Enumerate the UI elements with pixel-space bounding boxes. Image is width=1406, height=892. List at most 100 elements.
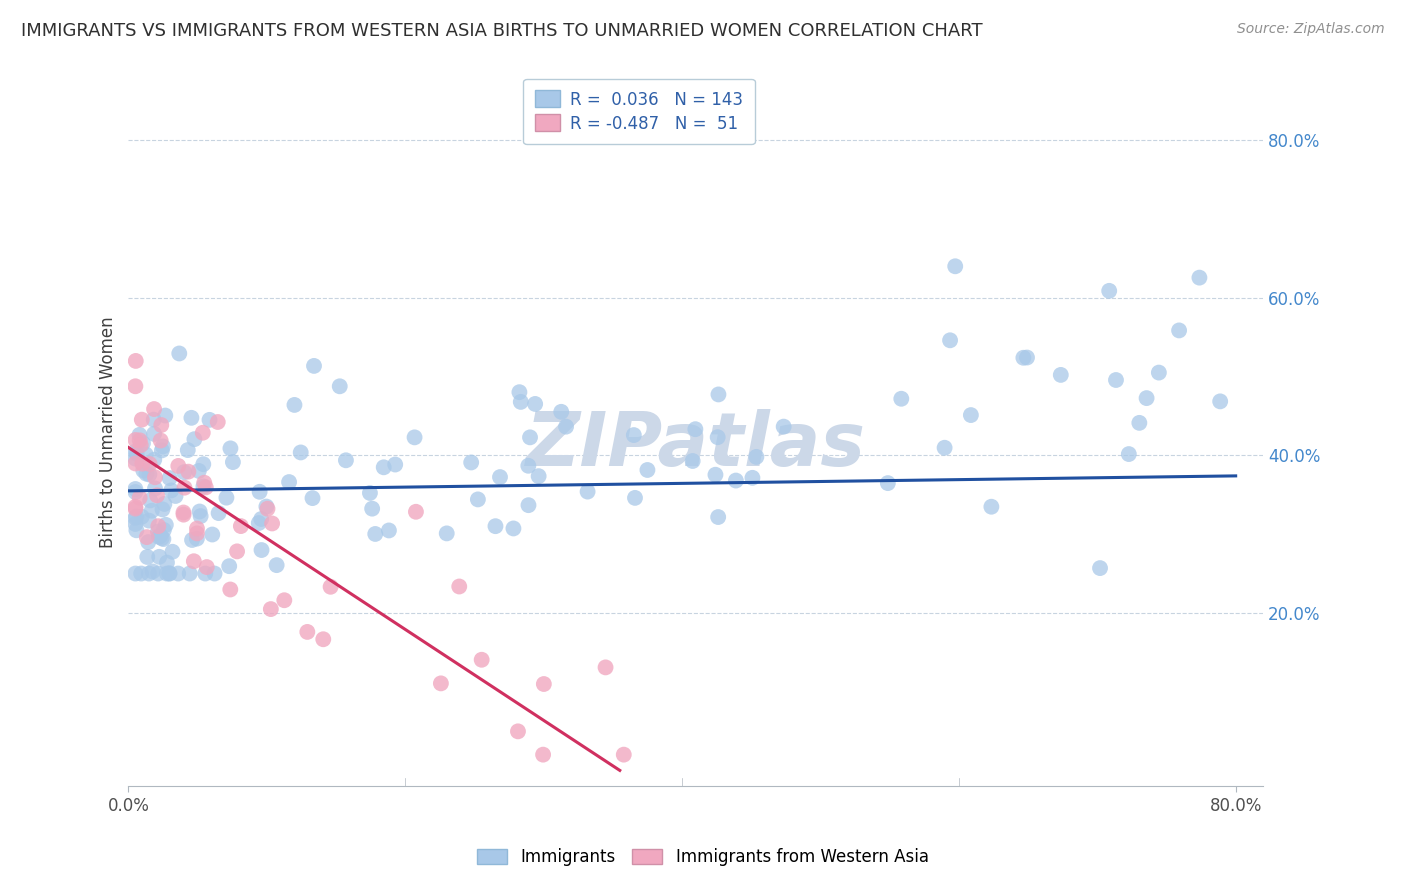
Point — [460, 455, 482, 469]
Point — [148, 549, 170, 564]
Point — [741, 471, 763, 485]
Point — [430, 676, 453, 690]
Point — [550, 405, 572, 419]
Point — [509, 395, 531, 409]
Point — [136, 549, 159, 564]
Point — [142, 565, 165, 579]
Point — [704, 467, 727, 482]
Point — [449, 580, 471, 594]
Point — [373, 460, 395, 475]
Point — [124, 379, 146, 393]
Point — [934, 441, 956, 455]
Point — [508, 385, 530, 400]
Point — [193, 475, 215, 490]
Point — [404, 430, 426, 444]
Point — [335, 453, 357, 467]
Point — [125, 354, 148, 368]
Point — [266, 558, 288, 573]
Point — [152, 532, 174, 546]
Point — [1105, 373, 1128, 387]
Text: ZIPatlas: ZIPatlas — [526, 409, 866, 483]
Point — [624, 491, 647, 505]
Point — [198, 413, 221, 427]
Point — [250, 543, 273, 558]
Point — [204, 566, 226, 581]
Text: Source: ZipAtlas.com: Source: ZipAtlas.com — [1237, 22, 1385, 37]
Point — [471, 653, 494, 667]
Point — [129, 566, 152, 581]
Point — [555, 419, 578, 434]
Point — [193, 479, 215, 493]
Point — [124, 444, 146, 458]
Point — [405, 505, 427, 519]
Point — [527, 469, 550, 483]
Point — [195, 560, 218, 574]
Point — [124, 516, 146, 531]
Point — [135, 467, 157, 481]
Point — [1049, 368, 1071, 382]
Point — [186, 532, 208, 546]
Point — [149, 434, 172, 448]
Point — [183, 432, 205, 446]
Point — [159, 566, 181, 581]
Point — [150, 417, 173, 432]
Point — [772, 419, 794, 434]
Point — [247, 516, 270, 530]
Point — [181, 533, 204, 547]
Point — [125, 523, 148, 537]
Point — [124, 500, 146, 514]
Point — [1098, 284, 1121, 298]
Point — [278, 475, 301, 489]
Point — [531, 747, 554, 762]
Point — [142, 412, 165, 426]
Point — [576, 484, 599, 499]
Point — [194, 566, 217, 581]
Point — [260, 602, 283, 616]
Point — [706, 430, 728, 444]
Point — [153, 497, 176, 511]
Point — [150, 531, 173, 545]
Point — [124, 511, 146, 525]
Point — [1128, 416, 1150, 430]
Point — [125, 447, 148, 461]
Point — [143, 426, 166, 441]
Point — [128, 491, 150, 505]
Point — [517, 498, 540, 512]
Point — [273, 593, 295, 607]
Point — [682, 454, 704, 468]
Point — [319, 580, 342, 594]
Point — [177, 443, 200, 458]
Point — [384, 458, 406, 472]
Point — [707, 387, 730, 401]
Point — [218, 559, 240, 574]
Point — [148, 530, 170, 544]
Point — [359, 486, 381, 500]
Point — [131, 509, 153, 524]
Point — [1188, 270, 1211, 285]
Point — [124, 433, 146, 447]
Point — [378, 524, 401, 538]
Point — [138, 457, 160, 471]
Point — [943, 260, 966, 274]
Point — [152, 502, 174, 516]
Point — [150, 443, 173, 458]
Point — [165, 489, 187, 503]
Point — [146, 524, 169, 539]
Point — [159, 566, 181, 581]
Point — [143, 470, 166, 484]
Point — [1118, 447, 1140, 461]
Y-axis label: Births to Unmarried Women: Births to Unmarried Women — [100, 316, 117, 548]
Point — [436, 526, 458, 541]
Point — [302, 359, 325, 373]
Point — [138, 566, 160, 581]
Point — [188, 504, 211, 518]
Point — [135, 447, 157, 461]
Point — [146, 488, 169, 502]
Point — [141, 504, 163, 518]
Point — [139, 493, 162, 508]
Point — [159, 471, 181, 485]
Legend: R =  0.036   N = 143, R = -0.487   N =  51: R = 0.036 N = 143, R = -0.487 N = 51 — [523, 78, 755, 145]
Point — [249, 484, 271, 499]
Point — [167, 458, 190, 473]
Point — [143, 452, 166, 467]
